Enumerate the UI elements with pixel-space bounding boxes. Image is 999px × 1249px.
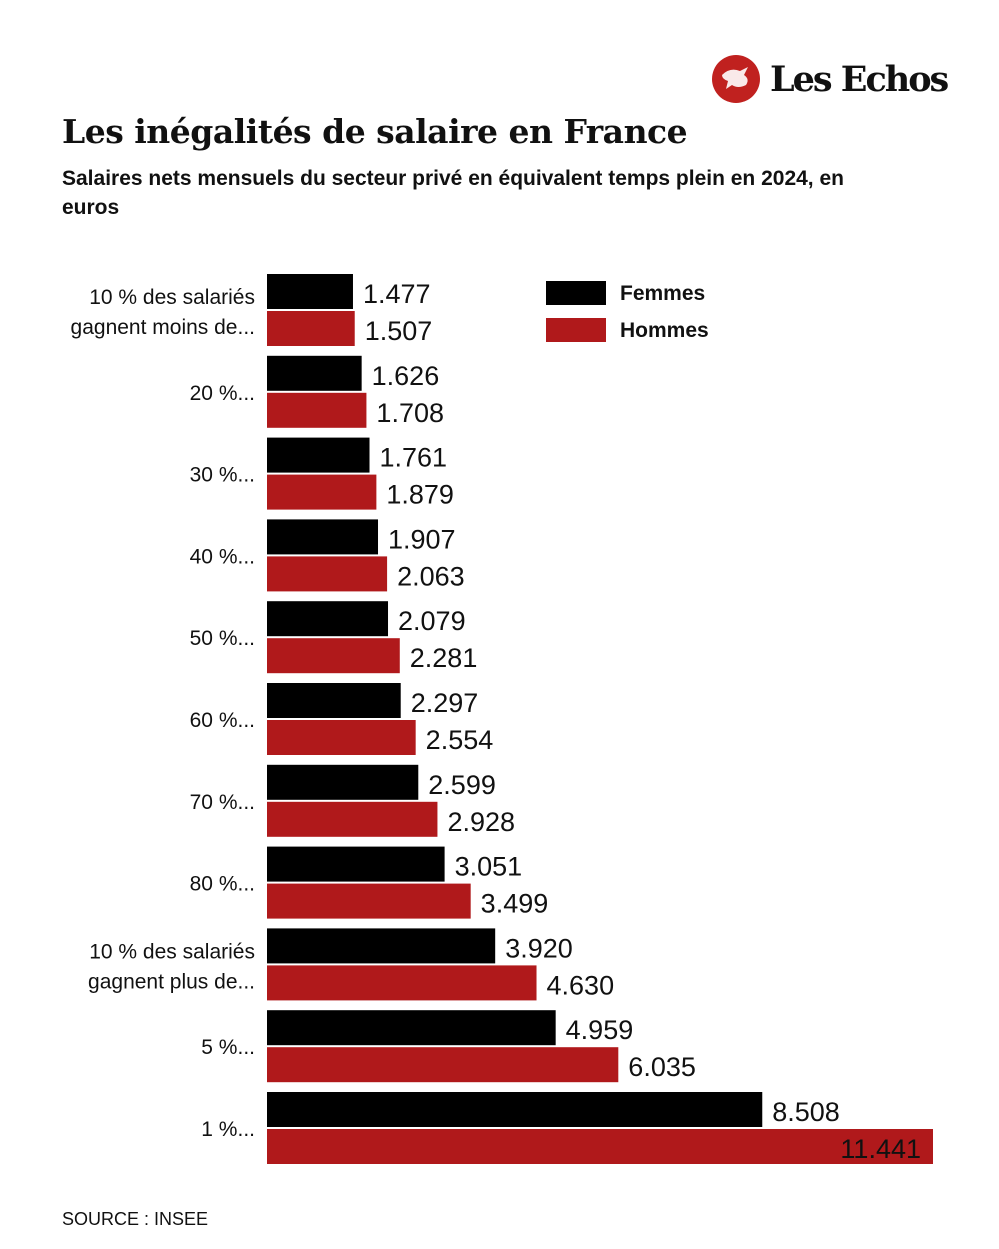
data-label: 1.708 (376, 398, 444, 428)
bar-hommes (267, 720, 416, 755)
data-label: 3.051 (455, 852, 523, 882)
category-label: 1 %... (201, 1118, 255, 1141)
data-label: 2.079 (398, 606, 466, 636)
data-label: 2.063 (397, 561, 465, 591)
bar-femmes (267, 846, 445, 882)
data-label: 6.035 (628, 1052, 696, 1082)
bar-femmes (267, 601, 389, 637)
bar-femmes (267, 519, 379, 555)
chart-subtitle: Salaires nets mensuels du secteur privé … (62, 167, 844, 219)
bar-femmes (267, 928, 496, 964)
bar-femmes (267, 355, 362, 391)
bar-hommes (267, 474, 377, 510)
category-label: 20 %... (190, 382, 255, 405)
category-label: 10 % des salariés gagnent plus de... (88, 940, 255, 993)
bar-hommes (267, 965, 537, 1001)
legend-swatch-hommes (546, 318, 606, 342)
category-label: 30 %... (190, 464, 255, 487)
brand-name: Les Echos (770, 58, 949, 100)
chart-title: Les inégalités de salaire en France (62, 112, 688, 151)
data-label: 2.554 (426, 725, 494, 755)
data-label: 2.281 (410, 643, 478, 673)
bar-femmes (267, 437, 370, 473)
bar-femmes (267, 764, 419, 800)
data-label: 1.907 (388, 524, 456, 554)
data-label: 8.508 (772, 1097, 840, 1127)
bar-femmes (267, 683, 401, 718)
bar-hommes (267, 1129, 933, 1164)
data-label: 2.297 (411, 688, 479, 718)
logo-emblem-icon (712, 55, 760, 103)
category-label: 60 %... (190, 709, 255, 732)
data-label: 1.507 (365, 316, 433, 346)
data-label: 1.879 (386, 480, 454, 510)
data-label: 1.761 (380, 443, 448, 473)
bar-hommes (267, 311, 355, 346)
data-label: 2.599 (428, 770, 496, 800)
data-label: 1.626 (372, 361, 440, 391)
category-label: 80 %... (190, 873, 255, 896)
data-label: 11.441 (840, 1134, 921, 1164)
bar-hommes (267, 638, 400, 674)
data-label: 3.920 (505, 933, 573, 963)
data-label: 1.477 (363, 279, 431, 309)
bar-hommes (267, 801, 438, 837)
legend-label-femmes: Femmes (620, 282, 705, 305)
category-label: 5 %... (201, 1036, 255, 1059)
bar-hommes (267, 392, 367, 428)
legend-swatch-femmes (546, 281, 606, 305)
brand-logo: Les Echos (712, 55, 949, 103)
bar-hommes (267, 556, 388, 592)
category-label: 40 %... (190, 545, 255, 568)
data-label: 3.499 (481, 889, 549, 919)
data-label: 2.928 (447, 807, 515, 837)
data-label: 4.959 (566, 1015, 634, 1045)
bar-hommes (267, 1047, 619, 1083)
bar-hommes (267, 883, 471, 919)
data-label: 4.630 (547, 970, 615, 1000)
category-label: 50 %... (190, 627, 255, 650)
bar-femmes (267, 274, 353, 309)
category-label: 70 %... (190, 791, 255, 814)
legend-label-hommes: Hommes (620, 319, 709, 342)
source-note: SOURCE : INSEE (62, 1209, 209, 1229)
bar-femmes (267, 1010, 556, 1046)
category-label: 10 % des salariés gagnent moins de... (71, 286, 255, 339)
bar-femmes (267, 1092, 763, 1127)
